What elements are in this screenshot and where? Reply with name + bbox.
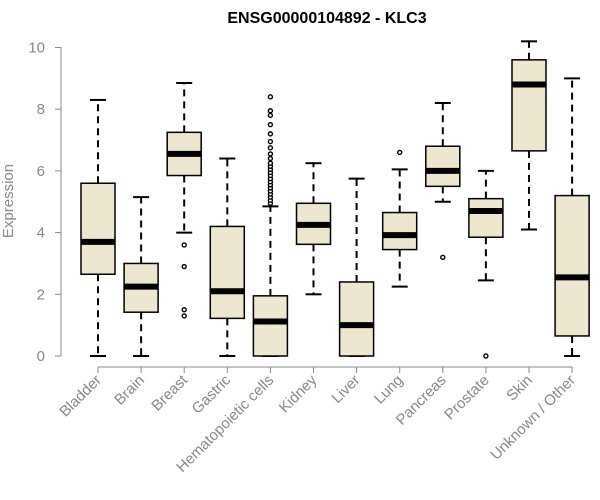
outlier-point [483,353,489,359]
x-tick-label: Breast [148,371,191,414]
outlier-point [267,145,274,151]
x-tick-label: Lung [371,372,407,408]
outlier-point [267,151,274,157]
box-group [338,177,375,357]
box-group [295,162,332,296]
box-group [252,94,289,357]
outlier-point [267,131,274,137]
y-tick-label: 6 [37,163,45,180]
box-group [468,169,504,359]
y-tick-label: 10 [28,40,45,57]
outlier-point [397,149,403,156]
box-group [209,157,246,357]
chart-title: ENSG00000104892 - KLC3 [227,10,426,27]
x-tick-label: Bladder [56,372,105,421]
x-tick-label: Liver [328,372,363,407]
x-tick-label: Brain [111,372,148,409]
box-group [166,81,202,319]
box-group [425,102,461,260]
box-group [123,196,159,357]
box-group [554,77,590,357]
outlier-point [267,112,274,119]
x-tick-label: Kidney [276,371,321,416]
outlier-point [267,155,274,162]
box-group [511,40,547,231]
iqr-box [209,225,246,320]
outlier-point [181,242,187,248]
box-group [381,149,418,288]
iqr-box [252,295,289,357]
outlier-point [267,121,274,128]
box-group [80,98,116,357]
y-tick-label: 0 [37,348,45,365]
outlier-point [267,138,274,145]
iqr-box [80,182,116,275]
outlier-point [267,94,274,100]
iqr-box [381,211,418,251]
outlier-point [181,313,187,319]
x-tick-label: Prostate [441,372,493,424]
y-tick-label: 2 [37,286,45,303]
iqr-box [468,197,504,238]
outlier-point [181,263,187,270]
outlier-point [267,108,274,114]
outlier-point [440,254,446,260]
y-axis-title: Expression [0,164,17,238]
y-tick-label: 8 [37,101,45,118]
outlier-point [181,307,187,313]
iqr-box [554,194,590,337]
outlier-point [267,160,274,166]
iqr-box [511,59,547,152]
x-tick-label: Skin [503,372,536,405]
iqr-box [425,145,461,188]
y-tick-label: 4 [37,225,45,242]
iqr-box [338,281,375,357]
